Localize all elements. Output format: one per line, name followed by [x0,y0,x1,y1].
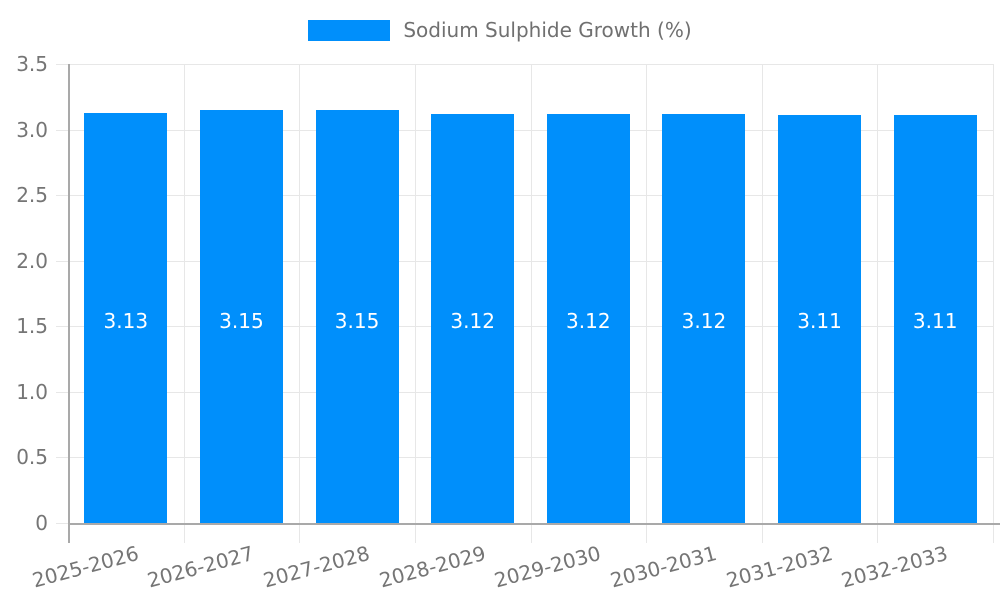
legend-label: Sodium Sulphide Growth (%) [403,18,692,42]
y-tick-label: 1.0 [16,379,48,404]
bar[interactable] [778,115,862,523]
x-tick-label: 2026-2027 [145,541,257,593]
gridline-vertical [761,64,763,543]
gridline-vertical [414,64,416,543]
y-tick-label: 3.0 [16,117,48,142]
y-axis-tick [56,523,68,524]
y-tick-label: 0 [35,511,48,535]
x-tick-label: 2029-2030 [492,541,604,593]
y-tick-label: 1.5 [16,314,48,339]
bar-value-label: 3.15 [219,309,264,333]
gridline-vertical [646,64,648,543]
x-tick-label: 2031-2032 [723,541,835,593]
gridline-vertical [183,64,185,543]
bar[interactable] [893,115,977,523]
legend-swatch [308,19,391,41]
gridline-vertical [993,64,994,543]
x-tick-label: 2028-2029 [376,541,488,593]
bar[interactable] [546,113,630,523]
y-axis-line [68,64,70,543]
bar[interactable] [662,113,746,523]
x-tick-label: 2025-2026 [29,541,142,593]
legend[interactable]: Sodium Sulphide Growth (%) [0,18,1000,42]
y-axis-tick [56,326,68,328]
y-axis-tick [56,195,68,197]
y-axis-tick [56,457,68,459]
bar-value-label: 3.15 [334,309,380,333]
y-axis-tick [56,391,68,393]
bar[interactable] [84,112,168,523]
bar-value-label: 3.11 [912,309,958,333]
bar[interactable] [315,109,399,523]
y-tick-label: 3.5 [16,52,48,76]
y-tick-label: 2.0 [16,248,48,273]
x-tick-label: 2027-2028 [260,541,373,593]
bar-value-label: 3.12 [566,309,611,333]
gridline-vertical [877,64,879,543]
y-axis-tick [56,64,68,65]
bar-value-label: 3.11 [797,309,842,333]
x-axis-line [68,523,1000,525]
bar-value-label: 3.13 [103,309,149,333]
y-axis-tick [56,260,68,262]
y-axis-tick [56,129,68,131]
x-tick-label: 2032-2033 [838,541,951,593]
bar[interactable] [431,113,515,523]
gridline-vertical [299,64,301,543]
bar[interactable] [199,109,283,523]
gridline-vertical [530,64,532,543]
bar-value-label: 3.12 [681,309,727,333]
x-tick-label: 2030-2031 [607,541,720,593]
bar-value-label: 3.12 [450,309,495,333]
y-tick-label: 0.5 [16,445,48,470]
y-tick-label: 2.5 [16,183,48,208]
